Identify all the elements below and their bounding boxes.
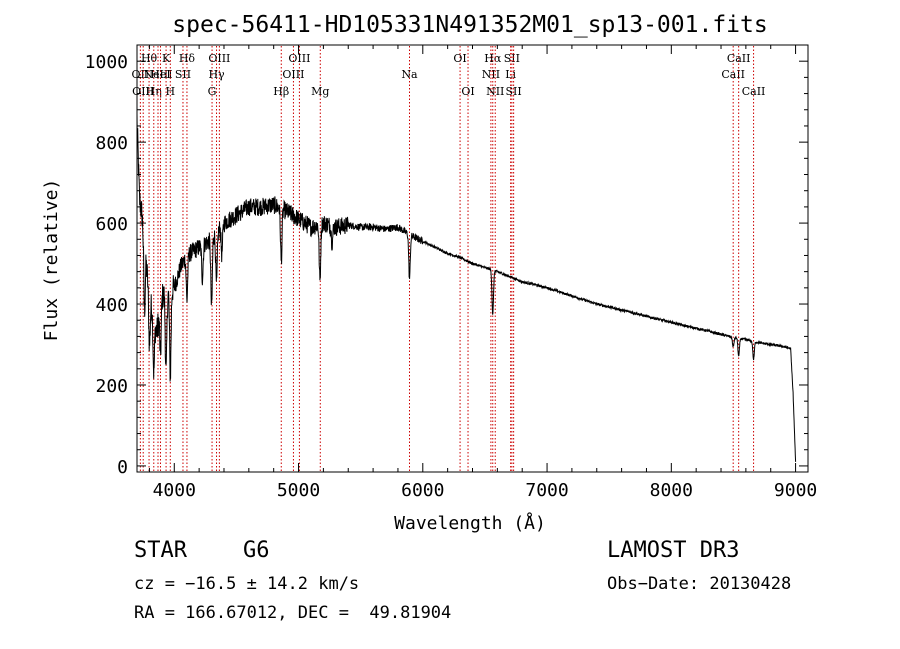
line-marker-label: HeI <box>150 68 170 81</box>
y-tick-label: 0 <box>117 457 128 478</box>
line-marker-label: Hθ <box>141 52 158 65</box>
line-marker-label: SII <box>506 85 522 98</box>
line-marker-label: Hα <box>484 52 502 65</box>
x-tick-label: 9000 <box>774 480 817 501</box>
plot-frame <box>136 44 809 473</box>
y-tick-label: 400 <box>95 295 128 316</box>
line-marker-label: OII <box>131 68 149 81</box>
spectrum-line <box>136 113 797 462</box>
line-marker-label: OIII <box>288 52 310 65</box>
x-tick-label: 5000 <box>277 480 320 501</box>
line-marker-label: Mg <box>311 85 329 98</box>
y-axis-label: Flux (relative) <box>41 179 62 342</box>
obs-date: Obs−Date: 20130428 <box>607 574 792 594</box>
y-tick-label: 800 <box>95 133 128 154</box>
line-marker-label: Hη <box>146 85 162 98</box>
line-marker-label: SII <box>175 68 191 81</box>
survey-name: LAMOST DR3 <box>607 538 740 563</box>
coordinates: RA = 166.67012, DEC = 49.81904 <box>134 603 452 623</box>
line-marker-label: NII <box>482 68 500 81</box>
line-marker-label: NII <box>486 85 504 98</box>
line-marker-label: NeIII <box>143 68 172 81</box>
line-marker-label: Hδ <box>179 52 196 65</box>
x-tick-label: 4000 <box>153 480 196 501</box>
y-tick-label: 1000 <box>85 52 128 73</box>
line-marker-label: Li <box>505 68 516 81</box>
line-marker-label: OIII <box>208 52 230 65</box>
line-marker-label: G <box>208 85 217 98</box>
object-class: STAR <box>134 538 187 563</box>
x-tick-label: 8000 <box>650 480 693 501</box>
line-marker-label: K <box>162 52 171 65</box>
axes: 4000 5000 6000 7000 8000 9000 0 200 400 600 800 100… <box>85 45 817 501</box>
line-marker-label: CaII <box>742 85 766 98</box>
y-tick-label: 200 <box>95 376 128 397</box>
line-marker-label: CaII <box>727 52 751 65</box>
line-marker-label: Hγ <box>208 68 225 81</box>
line-marker-label: SII <box>504 52 520 65</box>
object-subclass: G6 <box>243 538 270 563</box>
line-marker-label: CaII <box>721 68 745 81</box>
line-marker-label: Hβ <box>273 85 289 98</box>
x-tick-label: 7000 <box>525 480 568 501</box>
line-marker-label: Na <box>401 68 418 81</box>
y-tick-label: 600 <box>95 214 128 235</box>
line-marker-label: OI <box>453 52 466 65</box>
chart-title: spec-56411-HD105331N491352M01_sp13-001.f… <box>172 12 767 38</box>
x-tick-label: 6000 <box>401 480 444 501</box>
line-marker-label: H <box>166 85 176 98</box>
x-axis-label: Wavelength (Å) <box>394 512 546 534</box>
redshift-value: cz = −16.5 ± 14.2 km/s <box>134 574 360 594</box>
line-marker-label: OIII <box>282 68 304 81</box>
line-marker-label: OI <box>461 85 474 98</box>
